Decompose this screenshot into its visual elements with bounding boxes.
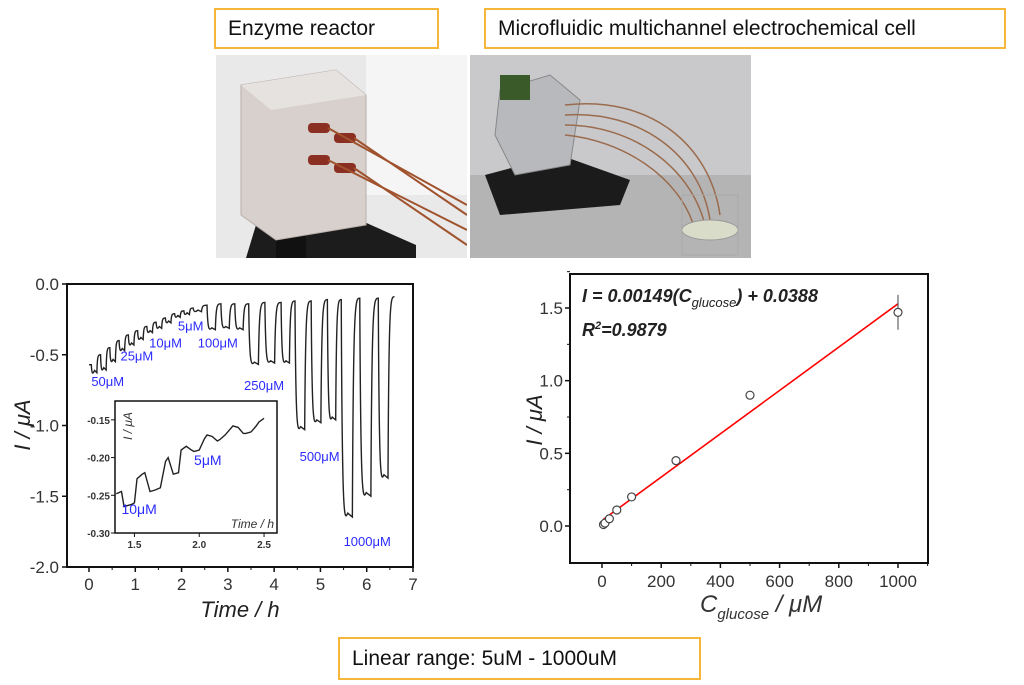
y-tick-label: -2.0 (30, 558, 59, 577)
concentration-label: 500μM (300, 449, 340, 464)
enzyme-reactor-label: Enzyme reactor (214, 8, 439, 49)
x-tick-label: 600 (765, 572, 793, 591)
y-tick-label: 0.5 (539, 444, 563, 463)
concentration-label: 10μM (149, 336, 182, 351)
inset-concentration-label: 10μM (121, 501, 156, 517)
inset-frame (114, 400, 278, 534)
inset-y-tick-label: -0.20 (87, 454, 110, 465)
concentration-label: 25μM (120, 348, 153, 363)
current-trace (89, 296, 395, 519)
x-tick-label: 0 (84, 575, 93, 594)
plot-frame (569, 273, 929, 564)
x-tick-label: 200 (647, 572, 675, 591)
x-tick-label: 2 (177, 575, 186, 594)
y-tick-label: 1.5 (539, 299, 563, 318)
concentration-label: 1000μM (344, 534, 391, 549)
calibration-chart: 0 200 400 600 800 1000 0.0 0.5 1.0 1.5 Cglucose / … (522, 271, 929, 623)
x-tick-label: 3 (223, 575, 232, 594)
concentration-label: 5μM (178, 319, 204, 334)
inset-x-axis-label: Time / h (231, 517, 275, 531)
y-tick-label: -0.5 (30, 346, 59, 365)
inset-x-tick-label: 2.0 (192, 540, 206, 551)
y-axis-label: I / μA (522, 394, 547, 445)
inset-trace (116, 417, 265, 508)
x-tick-label: 6 (362, 575, 371, 594)
enzyme-reactor-photo (216, 55, 467, 258)
y-tick-label: 0.0 (539, 517, 563, 536)
inset-concentration-label: 5μM (194, 452, 222, 468)
y-axis-label: I / μA (10, 399, 35, 450)
data-point (745, 390, 755, 400)
x-tick-label: 7 (408, 575, 417, 594)
inset-x-tick-label: 2.5 (257, 540, 271, 551)
r-squared: R2=0.9879 (582, 320, 667, 340)
x-tick-label: 800 (825, 572, 853, 591)
data-point (604, 514, 615, 524)
y-tick-label: 0.0 (35, 275, 59, 294)
y-tick-label: 1.0 (539, 372, 563, 391)
x-tick-label: 1000 (879, 572, 917, 591)
x-tick-label: 5 (316, 575, 325, 594)
concentration-label: 50μM (91, 374, 124, 389)
x-tick-label: 1 (131, 575, 140, 594)
linear-range-label: Linear range: 5uM - 1000uM (338, 637, 701, 680)
concentration-label: 100μM (198, 336, 238, 351)
fit-equation: I = 0.00149(Cglucose) + 0.0388 (582, 286, 818, 310)
data-point (626, 492, 637, 502)
x-tick-label: 4 (269, 575, 278, 594)
inset-y-axis-label: I / μA (121, 412, 135, 440)
x-axis-label: Cglucose / μM (700, 591, 822, 623)
inset-x-tick-label: 1.5 (127, 540, 141, 551)
y-tick-label: -1.0 (30, 417, 59, 436)
x-tick-label: 0 (597, 572, 606, 591)
concentration-label: 250μM (244, 378, 284, 393)
inset-y-tick-label: -0.25 (87, 491, 110, 502)
electrochemical-cell-photo (470, 55, 751, 258)
fit-line (603, 303, 899, 520)
inset-y-tick-label: -0.30 (87, 529, 110, 540)
data-point (671, 456, 681, 466)
x-axis-label: Time / h (200, 597, 279, 622)
inset-y-tick-label: -0.15 (87, 416, 110, 427)
y-tick-label: -1.5 (30, 487, 59, 506)
data-point (612, 505, 622, 515)
amperometric-chart: 0 1 2 3 4 5 6 7 0.0 -0.5 -1.0 -1.5 -2.0 Time / h I / μ… (10, 275, 418, 622)
data-point (893, 307, 903, 317)
x-tick-label: 400 (706, 572, 734, 591)
electrochemical-cell-label: Microfluidic multichannel electrochemica… (484, 8, 1006, 49)
